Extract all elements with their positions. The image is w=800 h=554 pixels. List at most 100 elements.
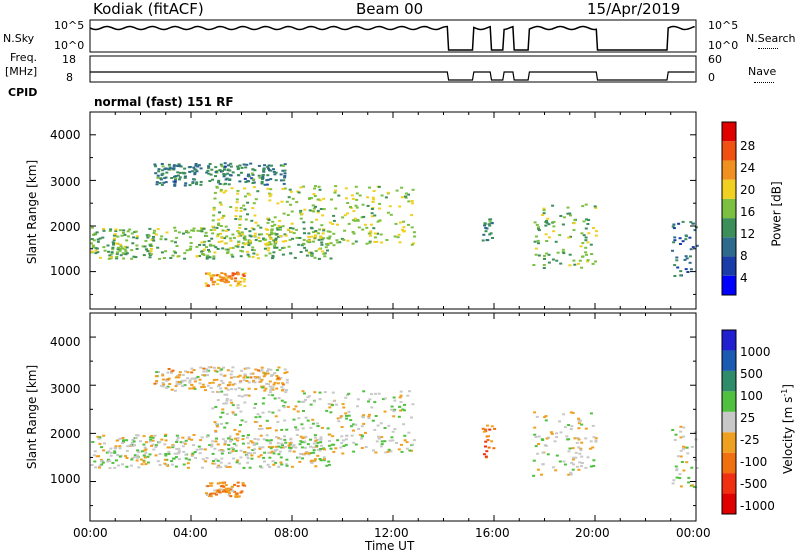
echo-cell — [242, 280, 246, 283]
echo-cell — [238, 180, 242, 183]
echo-cell — [320, 241, 324, 244]
echo-cell — [230, 370, 234, 373]
echo-cell — [122, 231, 125, 234]
echo-cell — [313, 400, 316, 403]
echo-cell — [153, 434, 157, 437]
echo-cell — [290, 210, 294, 213]
echo-cell — [345, 414, 348, 417]
echo-cell — [108, 229, 112, 232]
echo-cell — [368, 241, 372, 244]
echo-cell — [242, 275, 246, 277]
echo-cell — [257, 257, 260, 260]
echo-cell — [95, 455, 99, 458]
echo-cell — [102, 434, 106, 437]
echo-cell — [591, 424, 595, 427]
echo-cell — [551, 204, 555, 207]
echo-cell — [181, 385, 185, 388]
echo-cell — [220, 484, 224, 487]
echo-cell — [542, 267, 546, 269]
echo-cell — [148, 436, 152, 439]
echo-cell — [298, 237, 302, 239]
echo-cell — [246, 201, 250, 204]
echo-cell — [377, 435, 380, 438]
freq-panel — [89, 55, 697, 83]
echo-cell — [289, 230, 293, 233]
echo-cell — [98, 442, 102, 445]
echo-cell — [320, 243, 324, 246]
echo-cell — [380, 194, 384, 197]
echo-cell — [209, 243, 213, 246]
echo-cell — [581, 205, 585, 208]
echo-cell — [350, 194, 354, 197]
echo-cell — [685, 235, 688, 238]
echo-cell — [174, 229, 177, 232]
echo-cell — [679, 449, 683, 452]
echo-cell — [233, 428, 237, 431]
echo-cell — [202, 248, 206, 251]
echo-cell — [316, 441, 320, 444]
echo-cell — [136, 449, 140, 452]
echo-cell — [680, 461, 684, 463]
velocity-ytick-3000: 3000 — [50, 382, 81, 396]
echo-cell — [240, 369, 244, 372]
echo-cell — [332, 400, 336, 403]
echo-cell — [254, 198, 258, 201]
echo-cell — [134, 256, 138, 259]
echo-cell — [373, 214, 377, 217]
echo-cell — [356, 398, 360, 401]
echo-cell — [243, 177, 247, 180]
echo-cell — [118, 229, 122, 232]
echo-cell — [274, 179, 278, 182]
echo-cell — [273, 173, 277, 176]
power-echoes — [90, 162, 699, 288]
echo-cell — [266, 242, 270, 245]
echo-cell — [227, 494, 231, 497]
echo-cell — [586, 223, 590, 225]
echo-cell — [311, 204, 315, 207]
echo-cell — [321, 214, 325, 217]
echo-cell — [216, 233, 220, 236]
echo-cell — [553, 440, 557, 443]
echo-cell — [116, 248, 120, 251]
echo-cell — [374, 415, 378, 417]
echo-cell — [224, 464, 228, 467]
echo-cell — [130, 249, 134, 252]
echo-cell — [206, 374, 210, 377]
echo-cell — [134, 436, 138, 439]
echo-cell — [247, 241, 251, 244]
echo-cell — [563, 426, 567, 429]
echo-cell — [188, 184, 192, 187]
echo-cell — [149, 248, 153, 250]
echo-cell — [219, 203, 223, 206]
echo-cell — [200, 466, 204, 469]
echo-cell — [362, 215, 366, 218]
echo-cell — [269, 388, 273, 391]
echo-cell — [239, 207, 243, 210]
echo-cell — [310, 459, 314, 462]
echo-cell — [112, 243, 115, 246]
echo-cell — [161, 385, 165, 388]
echo-cell — [671, 482, 675, 485]
echo-cell — [283, 163, 287, 166]
echo-cell — [148, 453, 152, 456]
echo-cell — [160, 163, 164, 165]
echo-cell — [202, 386, 206, 388]
echo-cell — [332, 219, 336, 222]
echo-cell — [205, 370, 209, 373]
date-label: 15/Apr/2019 — [587, 0, 681, 18]
echo-cell — [211, 440, 215, 443]
echo-cell — [131, 457, 135, 459]
echo-cell — [251, 249, 255, 251]
echo-cell — [382, 398, 385, 401]
echo-cell — [102, 246, 106, 249]
echo-cell — [253, 169, 257, 172]
colorbar-segment — [722, 160, 736, 180]
echo-cell — [231, 171, 235, 174]
colorbar-segment — [722, 452, 736, 474]
echo-cell — [692, 485, 696, 488]
echo-cell — [319, 441, 323, 444]
echo-cell — [285, 389, 288, 392]
echo-cell — [101, 461, 105, 464]
echo-cell — [218, 169, 222, 172]
echo-cell — [137, 466, 141, 469]
